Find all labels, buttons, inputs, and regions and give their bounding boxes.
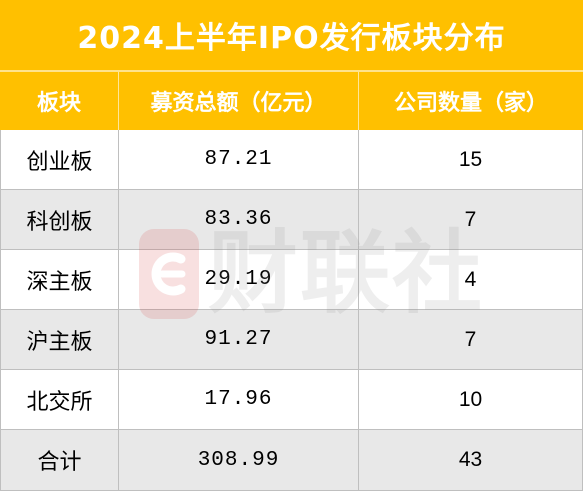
board-name-cell: 创业板 — [0, 130, 118, 190]
board-name-cell: 深主板 — [0, 250, 118, 310]
fundraising-amount-cell: 29.19 — [118, 250, 358, 310]
fundraising-amount-cell: 17.96 — [118, 370, 358, 430]
fundraising-amount-cell: 308.99 — [118, 430, 358, 491]
column-header-fundraising-amount: 募资总额（亿元） — [118, 72, 358, 130]
column-header-company-count: 公司数量（家） — [358, 72, 583, 130]
board-name-cell: 合计 — [0, 430, 118, 491]
table-row-total: 合计 308.99 43 — [0, 430, 583, 491]
company-count-cell: 10 — [358, 370, 583, 430]
fundraising-amount-cell: 87.21 — [118, 130, 358, 190]
board-name-cell: 沪主板 — [0, 310, 118, 370]
company-count-cell: 43 — [358, 430, 583, 491]
table-row-star-market: 科创板 83.36 7 — [0, 190, 583, 250]
company-count-cell: 4 — [358, 250, 583, 310]
board-name-cell: 北交所 — [0, 370, 118, 430]
column-header-board: 板块 — [36, 91, 81, 116]
fundraising-amount-cell: 91.27 — [118, 310, 358, 370]
page-title: 2024上半年IPO发行板块分布 — [0, 0, 583, 72]
table-row-szse-main-board: 深主板 29.19 4 — [0, 250, 583, 310]
company-count-cell: 7 — [358, 310, 583, 370]
table-row-sse-main-board: 沪主板 91.27 7 — [0, 310, 583, 370]
board-name-cell: 科创板 — [0, 190, 118, 250]
company-count-cell: 15 — [358, 130, 583, 190]
table-row-chinext: 创业板 87.21 15 — [0, 130, 583, 190]
fundraising-amount-cell: 83.36 — [118, 190, 358, 250]
table-header-row: 板块 募资总额（亿元） 公司数量（家） — [0, 72, 583, 130]
table-row-bse: 北交所 17.96 10 — [0, 370, 583, 430]
company-count-cell: 7 — [358, 190, 583, 250]
